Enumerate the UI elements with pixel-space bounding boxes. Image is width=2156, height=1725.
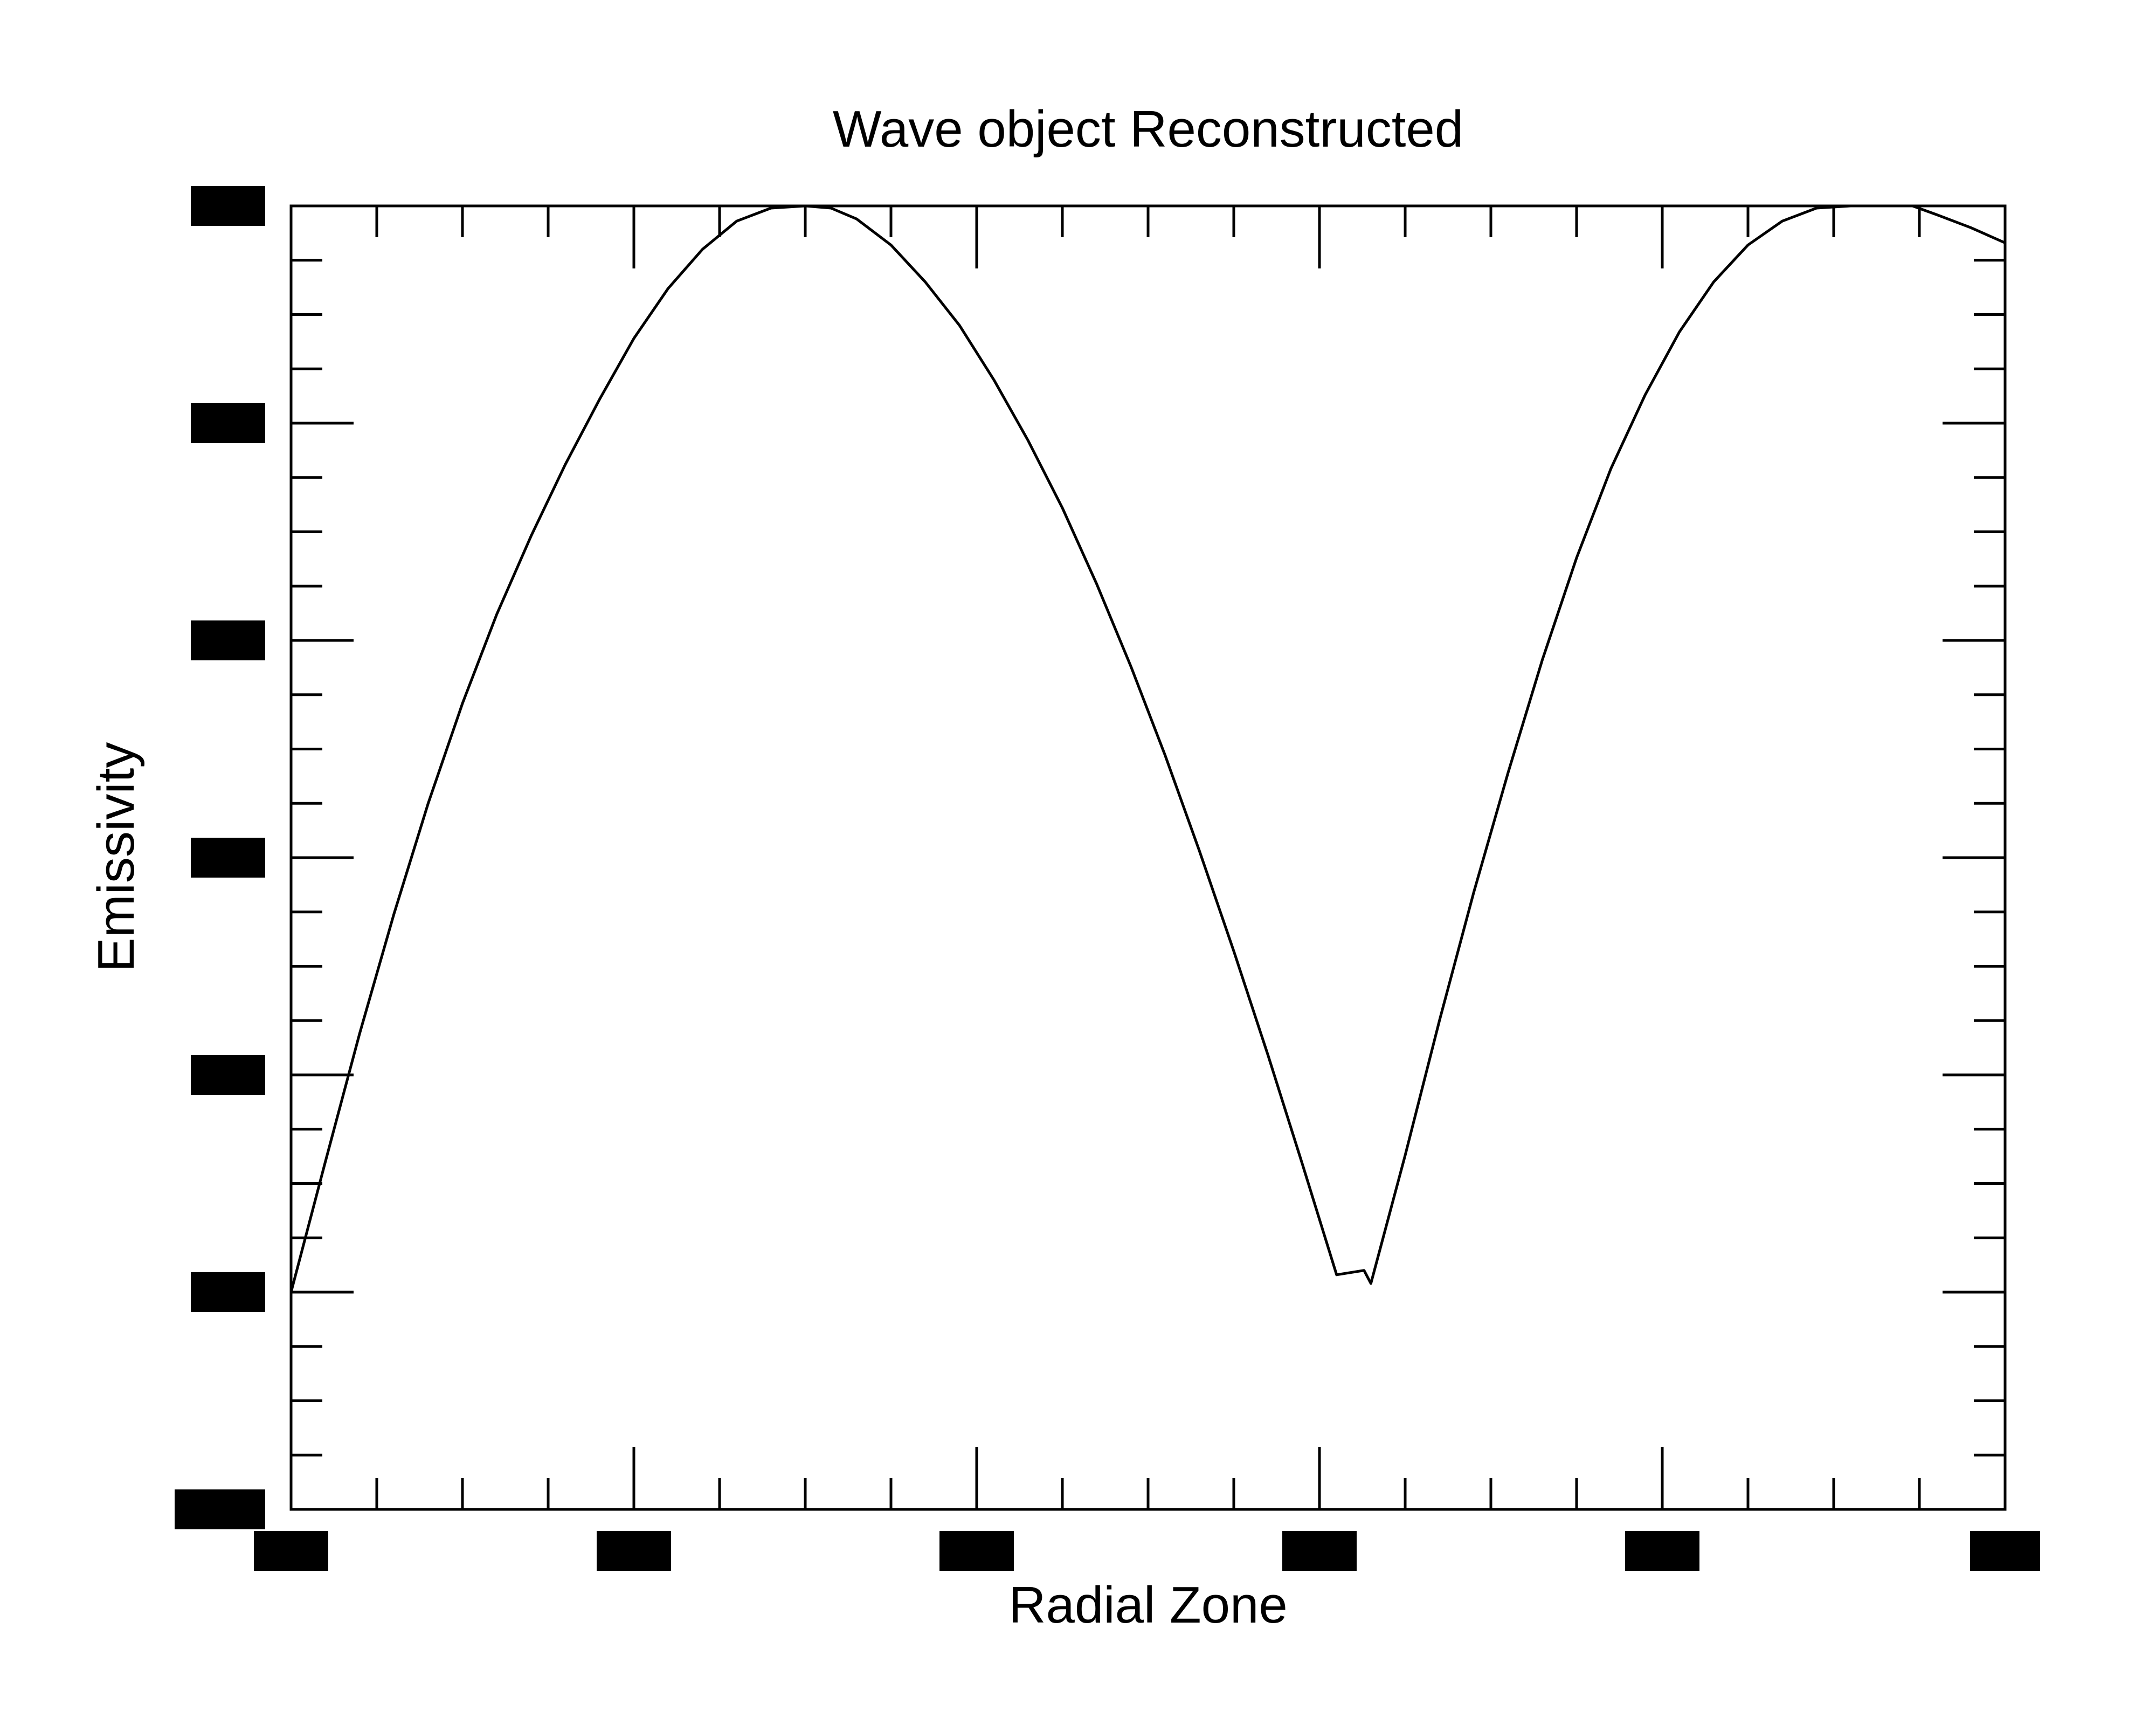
tick-labels [175,186,2040,1571]
y-axis-label: Emissivity [87,742,145,972]
series-group [289,204,2006,1293]
plot-frame [289,204,2007,1511]
x-tick-label [1282,1531,1357,1571]
x-tick-label [1970,1531,2040,1571]
y-tick-label [175,1489,265,1529]
x-axis-label: Radial Zone [1008,1576,1288,1634]
y-tick-label [191,838,265,878]
x-tick-label [939,1531,1014,1571]
y-tick-label [191,403,265,443]
chart-title: Wave object Reconstructed [833,100,1463,158]
y-tick-label [191,620,265,660]
series-line [289,204,2006,1293]
y-tick-label [191,1055,265,1095]
y-tick-label [191,186,265,226]
y-tick-label [191,1272,265,1312]
x-tick-label [597,1531,671,1571]
x-tick-label [1625,1531,1699,1571]
x-tick-label [254,1531,328,1571]
axis-ticks [289,204,2007,1511]
